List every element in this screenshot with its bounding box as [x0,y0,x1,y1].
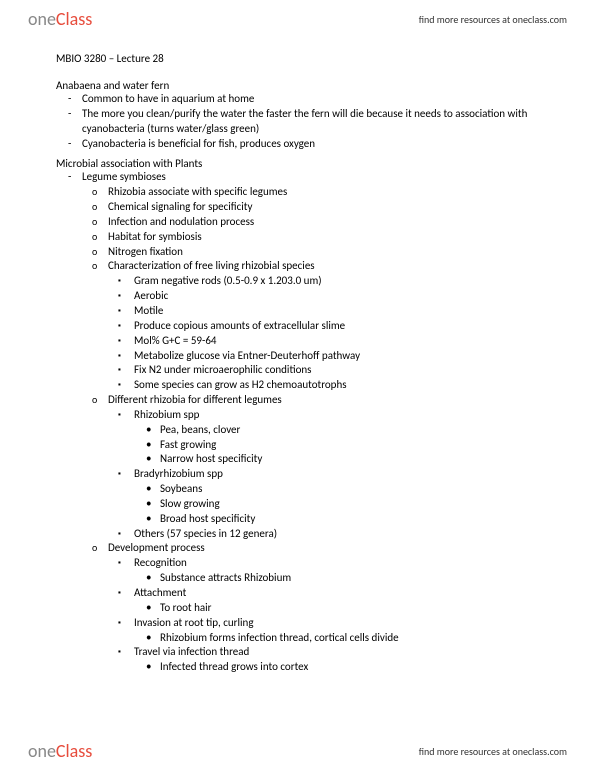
list-item: Rhizobium forms infection thread, cortic… [160,631,539,646]
list-item: Cyanobacteria is beneficial for fish, pr… [82,137,539,152]
section1-list: Common to have in aquarium at home The m… [56,92,539,151]
list-item: Substance attracts Rhizobium [160,571,539,586]
list-item: Fix N2 under microaerophilic conditions [134,363,539,378]
sublist: Pea, beans, clover Fast growing Narrow h… [134,423,539,468]
sublist: Soybeans Slow growing Broad host specifi… [134,482,539,527]
sublist: Recognition Substance attracts Rhizobium… [108,556,539,675]
list-item: Infected thread grows into cortex [160,660,539,675]
sublist: Gram negative rods (0.5-0.9 x 1.203.0 um… [108,274,539,393]
list-item: Habitat for symbiosis [108,230,539,245]
logo-text-class: Class [56,740,92,762]
list-item: Invasion at root tip, curling Rhizobium … [134,616,539,646]
list-item-text: Characterization of free living rhizobia… [108,259,315,272]
page-footer: oneClass find more resources at oneclass… [0,732,595,770]
list-item: Legume symbioses Rhizobia associate with… [82,170,539,675]
list-item: Slow growing [160,497,539,512]
lecture-title: MBIO 3280 – Lecture 28 [56,52,539,65]
list-item: Chemical signaling for specificity [108,200,539,215]
list-item-text: Invasion at root tip, curling [134,616,254,629]
sublist: Rhizobia associate with specific legumes… [82,185,539,675]
list-item: Travel via infection thread Infected thr… [134,645,539,675]
section2-list: Legume symbioses Rhizobia associate with… [56,170,539,675]
list-item: Different rhizobia for different legumes… [108,393,539,541]
list-item: Nitrogen fixation [108,245,539,260]
list-item: Bradyrhizobium spp Soybeans Slow growing… [134,467,539,526]
list-item-text: Different rhizobia for different legumes [108,393,282,406]
list-item: Rhizobia associate with specific legumes [108,185,539,200]
document-body: MBIO 3280 – Lecture 28 Anabaena and wate… [0,0,595,715]
sublist: Substance attracts Rhizobium [134,571,539,586]
sublist: Rhizobium forms infection thread, cortic… [134,631,539,646]
footer-link-text: find more resources at oneclass.com [419,745,567,758]
list-item: Characterization of free living rhizobia… [108,259,539,393]
list-item: Produce copious amounts of extracellular… [134,319,539,334]
list-item: Common to have in aquarium at home [82,92,539,107]
list-item: Some species can grow as H2 chemoautotro… [134,378,539,393]
logo-text-one: one [28,8,56,30]
brand-logo: oneClass [28,740,92,762]
logo-text-class: Class [56,8,92,30]
list-item: Fast growing [160,438,539,453]
list-item: Mol% G+C = 59-64 [134,334,539,349]
list-item: Soybeans [160,482,539,497]
list-item: Pea, beans, clover [160,423,539,438]
page-header: oneClass find more resources at oneclass… [0,0,595,38]
list-item: Rhizobium spp Pea, beans, clover Fast gr… [134,408,539,467]
list-item: To root hair [160,601,539,616]
list-item: Narrow host specificity [160,452,539,467]
list-item-text: Recognition [134,556,187,569]
brand-logo: oneClass [28,8,92,30]
list-item-text: Travel via infection thread [134,645,249,658]
list-item-text: Attachment [134,586,186,599]
sublist: To root hair [134,601,539,616]
sublist: Rhizobium spp Pea, beans, clover Fast gr… [108,408,539,542]
list-item-text: Rhizobium spp [134,408,199,421]
list-item: Development process Recognition Substanc… [108,541,539,675]
list-item-text: Legume symbioses [82,170,166,183]
sublist: Infected thread grows into cortex [134,660,539,675]
header-link-text: find more resources at oneclass.com [419,13,567,26]
list-item: Recognition Substance attracts Rhizobium [134,556,539,586]
list-item: Infection and nodulation process [108,215,539,230]
list-item: The more you clean/purify the water the … [82,107,539,137]
list-item: Metabolize glucose via Entner-Deuterhoff… [134,349,539,364]
list-item-text: Bradyrhizobium spp [134,467,223,480]
list-item-text: Development process [108,541,205,554]
list-item: Gram negative rods (0.5-0.9 x 1.203.0 um… [134,274,539,289]
logo-text-one: one [28,740,56,762]
list-item: Broad host specificity [160,512,539,527]
section2-heading: Microbial association with Plants [56,157,539,170]
list-item: Motile [134,304,539,319]
section1-heading: Anabaena and water fern [56,79,539,92]
list-item: Aerobic [134,289,539,304]
list-item: Attachment To root hair [134,586,539,616]
list-item: Others (57 species in 12 genera) [134,527,539,542]
